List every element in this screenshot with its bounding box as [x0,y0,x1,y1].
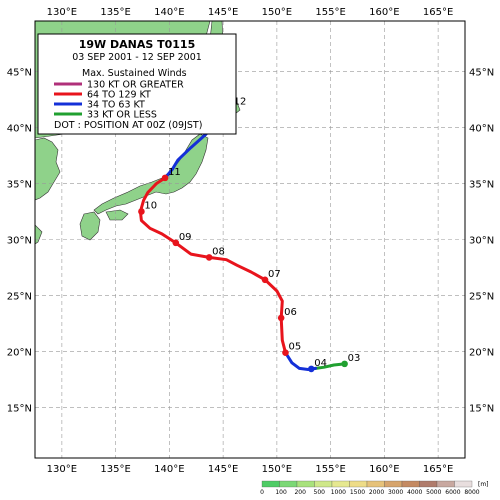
position-day-label: 10 [144,200,157,211]
position-day-label: 04 [314,358,327,369]
axis-ticks: 130°E 130°E 135°E 135°E 140°E 140°E 145°E 145°E… [7,7,494,475]
position-dot [172,239,180,247]
kyushu-island [79,211,101,241]
track-positions: 03 04 05 06 07 08 09 10 11 12 [138,96,361,373]
legend-box: 19W DANAS T0115 03 SEP 2001 - 12 SEP 200… [37,33,237,135]
lat-tick-label-left: 30°N [7,236,32,247]
legend-winds-header: Max. Sustained Winds [82,68,187,79]
legend-title: 19W DANAS T0115 [79,38,196,51]
lon-tick-label-bottom: 150°E [262,464,292,475]
position-day-label: 08 [212,246,225,257]
lat-tick-label-left: 45°N [7,67,32,78]
position-dot [205,254,213,261]
position-dot [161,174,169,182]
elevation-label: 4000 [407,489,422,496]
elevation-swatch [314,480,333,488]
elevation-label: 1500 [350,489,365,496]
lon-tick-label-top: 130°E [47,7,77,18]
lat-tick-label-left: 15°N [7,404,32,415]
legend-category-label: 64 TO 129 KT [87,90,151,101]
elevation-label: 3000 [388,489,403,496]
position-day-label: 09 [179,232,192,243]
lat-tick-label-left: 40°N [7,123,32,134]
elevation-label: 8000 [464,489,479,496]
lon-tick-label-top: 135°E [100,7,130,18]
shikoku-island [105,209,129,221]
elevation-swatch [401,480,420,488]
legend-category-label: 34 TO 63 KT [87,100,145,111]
position-dot [261,276,269,284]
elevation-swatch [436,480,455,488]
lon-tick-label-bottom: 160°E [369,464,399,475]
lon-tick-label-top: 165°E [423,7,453,18]
elevation-label: 0 [260,489,264,496]
lon-tick-label-top: 140°E [154,7,184,18]
lon-tick-label-bottom: 135°E [100,464,130,475]
lat-tick-label-right: 25°N [469,292,494,303]
lat-tick-label-right: 35°N [469,179,494,190]
position-day-label: 06 [284,307,297,318]
elevation-swatch [261,480,280,488]
lon-tick-label-bottom: 155°E [315,464,345,475]
legend-date-range: 03 SEP 2001 - 12 SEP 2001 [72,52,202,63]
elevation-label: 5000 [426,489,441,496]
lat-tick-label-left: 35°N [7,179,32,190]
elevation-label: 200 [294,489,306,496]
lon-tick-label-top: 150°E [262,7,292,18]
position-day-label: 11 [168,167,181,178]
lat-tick-label-right: 15°N [469,404,494,415]
lon-tick-label-top: 155°E [315,7,345,18]
position-day-label: 12 [234,96,247,107]
lon-tick-label-bottom: 140°E [154,464,184,475]
position-dot [282,349,289,356]
lat-tick-label-left: 25°N [7,292,32,303]
elevation-swatch [296,480,315,488]
elevation-swatch [384,480,403,488]
elevation-label: 6000 [445,489,460,496]
elevation-swatch [331,480,350,488]
position-day-label: 05 [288,342,301,353]
elevation-unit: [m] [478,481,489,488]
lon-tick-label-bottom: 130°E [47,464,77,475]
position-dot [138,208,145,215]
lon-tick-label-bottom: 165°E [423,464,453,475]
elevation-swatch [349,480,368,488]
elevation-label: 500 [314,489,326,496]
elevation-swatch [454,480,473,488]
lat-tick-label-right: 30°N [469,236,494,247]
elevation-swatch [366,480,385,488]
lon-tick-label-bottom: 145°E [208,464,238,475]
elevation-swatch [279,480,298,488]
legend-dot-note: DOT : POSITION AT 00Z (09JST) [54,120,202,131]
position-dot [277,314,285,322]
elevation-scale: 0 100 200 500 1000 1500 2000 3000 4000 5000 6000 80… [260,480,489,496]
lat-tick-label-left: 20°N [7,348,32,359]
lat-tick-label-right: 40°N [469,123,494,134]
lon-tick-label-top: 145°E [208,7,238,18]
map-frame [34,20,466,459]
position-dot [307,365,315,373]
elevation-swatch [419,480,438,488]
lat-tick-label-right: 20°N [469,348,494,359]
position-day-label: 03 [348,353,361,364]
legend-category-label: 130 KT OR GREATER [87,80,184,91]
elevation-label: 2000 [369,489,384,496]
track-segment [138,176,287,355]
position-dot [341,360,348,368]
elevation-label: 1000 [331,489,346,496]
legend-category-label: 33 KT OR LESS [87,110,157,121]
position-day-label: 07 [268,269,281,280]
elevation-label: 100 [275,489,287,496]
lon-tick-label-top: 160°E [369,7,399,18]
korea-coast [35,137,61,201]
lat-tick-label-right: 45°N [469,67,494,78]
track-segment [314,362,347,370]
